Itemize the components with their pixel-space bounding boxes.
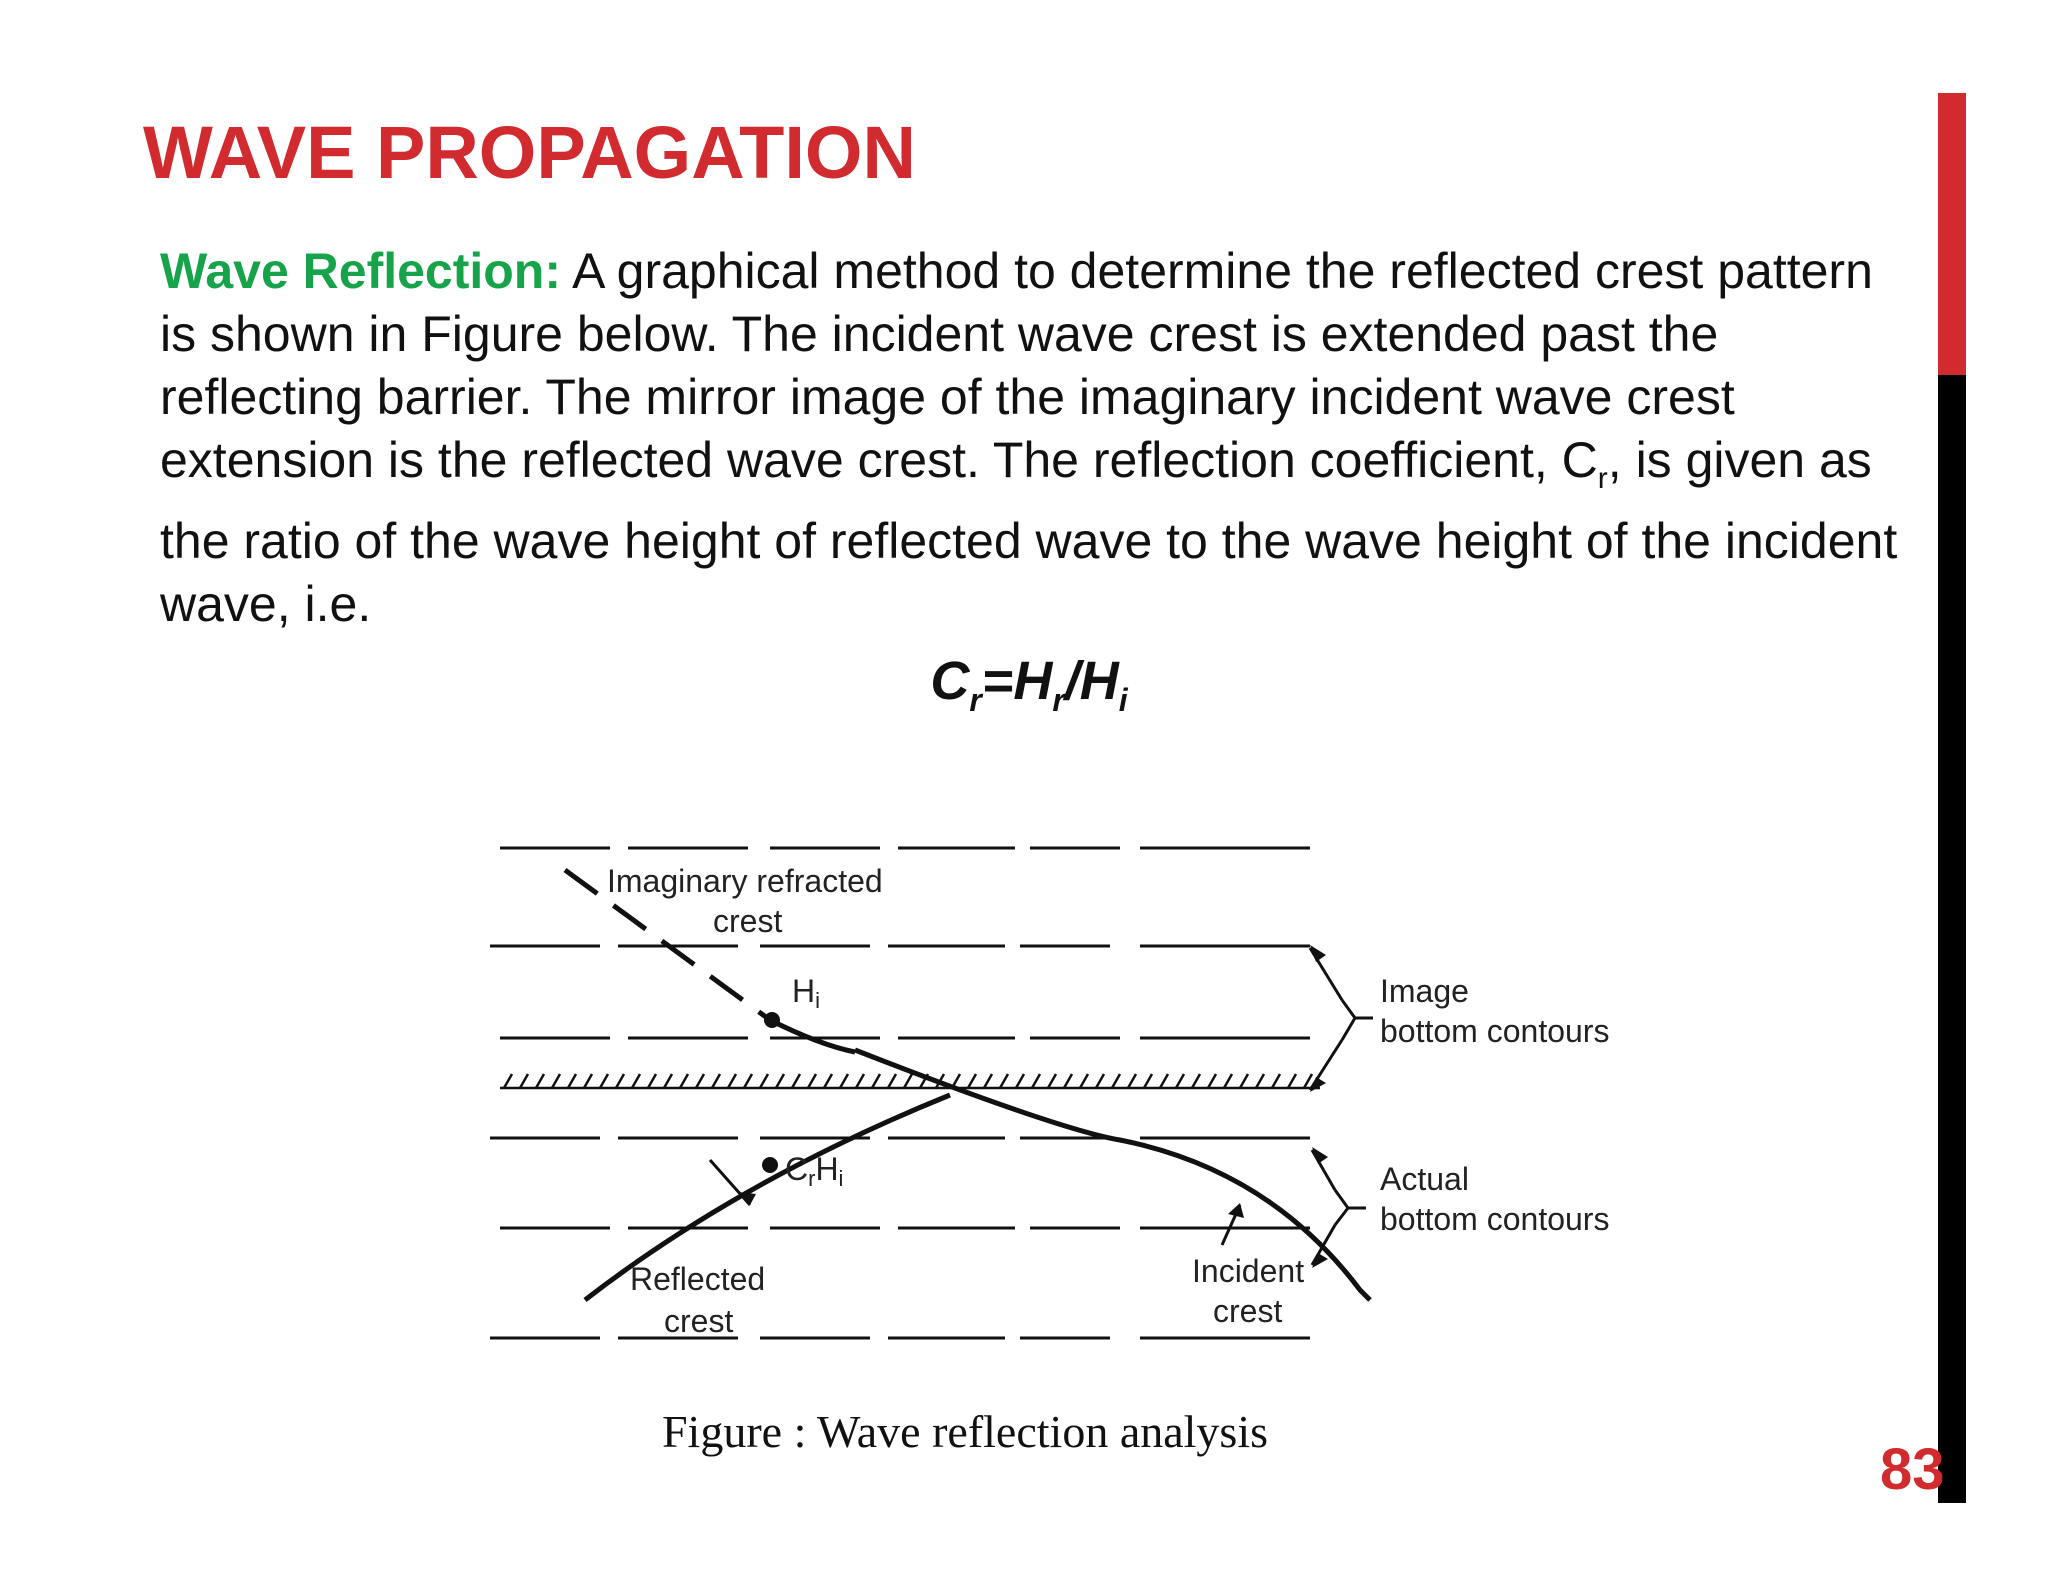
label-imaginary-line1: Imaginary refracted (607, 863, 883, 899)
lead-term: Wave Reflection: (160, 243, 562, 299)
barrier-hatch (982, 1073, 994, 1089)
barrier-hatch (518, 1073, 530, 1089)
actual-contours-bracket (1310, 1149, 1337, 1266)
reflecting-barrier (500, 1073, 1320, 1090)
label-imaginary-line2: crest (713, 903, 782, 939)
barrier-hatch (566, 1073, 578, 1089)
barrier-hatch (1222, 1073, 1234, 1089)
barrier-hatch (710, 1073, 722, 1089)
page-number: 83 (1880, 1437, 1945, 1502)
barrier-hatch (678, 1073, 690, 1089)
barrier-hatch (822, 1073, 834, 1089)
label-actual-line2: bottom contours (1380, 1201, 1609, 1237)
bottom-contour-lines (490, 846, 1310, 1340)
barrier-hatch (998, 1073, 1010, 1089)
label-image-line2: bottom contours (1380, 1013, 1609, 1049)
reflected-crest-line (583, 1092, 951, 1302)
imaginary-crest-line (563, 867, 772, 1023)
barrier-hatch (774, 1073, 786, 1089)
barrier-hatch (1174, 1073, 1186, 1089)
label-hi: Hi (792, 973, 820, 1013)
barrier-hatch (630, 1073, 642, 1089)
label-image-line1: Image (1380, 973, 1469, 1009)
body-paragraph: Wave Reflection: A graphical method to d… (160, 240, 1910, 636)
barrier-hatch (550, 1073, 562, 1089)
label-incident-line2: crest (1213, 1293, 1282, 1329)
barrier-hatch (1110, 1073, 1122, 1089)
barrier-hatch (534, 1073, 546, 1089)
barrier-hatch (870, 1073, 882, 1089)
barrier-hatch (790, 1073, 802, 1089)
barrier-hatch (1126, 1073, 1138, 1089)
formula: Cr=Hr/Hi (930, 651, 1128, 718)
label-reflected-line2: crest (664, 1303, 733, 1339)
barrier-hatch (1238, 1073, 1250, 1089)
barrier-hatch (582, 1073, 594, 1089)
accent-bar-red (1938, 93, 1966, 375)
barrier-hatch (742, 1073, 754, 1089)
barrier-hatch (726, 1073, 738, 1089)
barrier-hatch (1206, 1073, 1218, 1089)
barrier-hatch (838, 1073, 850, 1089)
wave-reflection-diagram: Imaginary refracted crest Hi CrHi Image … (490, 846, 1609, 1340)
barrier-hatch (966, 1073, 978, 1089)
body-text-1: A graphical method to determine the refl… (160, 243, 1873, 488)
barrier-hatch (1286, 1073, 1298, 1089)
label-crhi: CrHi (785, 1151, 843, 1191)
barrier-hatch (1030, 1073, 1042, 1089)
incident-crest-line (854, 1047, 1372, 1302)
label-incident-line1: Incident (1192, 1253, 1304, 1289)
image-contours-bracket (1308, 947, 1344, 1091)
barrier-hatch (1254, 1073, 1266, 1089)
barrier-hatch (1142, 1073, 1154, 1089)
barrier-hatch (758, 1073, 770, 1089)
barrier-hatch (646, 1073, 658, 1089)
barrier-hatch (598, 1073, 610, 1089)
barrier-hatch (1014, 1073, 1026, 1089)
crhi-point (762, 1157, 778, 1173)
barrier-hatch (806, 1073, 818, 1089)
accent-bar-black (1938, 375, 1966, 1503)
barrier-hatch (1302, 1073, 1314, 1089)
barrier-hatch (902, 1073, 914, 1089)
label-reflected-line1: Reflected (630, 1261, 765, 1297)
hi-point (764, 1012, 780, 1028)
barrier-hatch (1270, 1073, 1282, 1089)
barrier-hatch (662, 1073, 674, 1089)
barrier-hatch (1062, 1073, 1074, 1089)
figure-caption: Figure : Wave reflection analysis (661, 1406, 1269, 1457)
barrier-hatch (1046, 1073, 1058, 1089)
body-text-sub: r (1597, 462, 1608, 495)
barrier-hatch (694, 1073, 706, 1089)
slide-title: WAVE PROPAGATION (143, 111, 916, 194)
barrier-hatch (1190, 1073, 1202, 1089)
barrier-hatch (854, 1073, 866, 1089)
barrier-hatch (1078, 1073, 1090, 1089)
barrier-hatch (502, 1073, 514, 1089)
barrier-hatch (886, 1073, 898, 1089)
barrier-hatch (1158, 1073, 1170, 1089)
barrier-hatch (1094, 1073, 1106, 1089)
body-text-2: , is given as the ratio of the wave heig… (160, 432, 1898, 632)
barrier-hatch (614, 1073, 626, 1089)
label-actual-line1: Actual (1380, 1161, 1469, 1197)
